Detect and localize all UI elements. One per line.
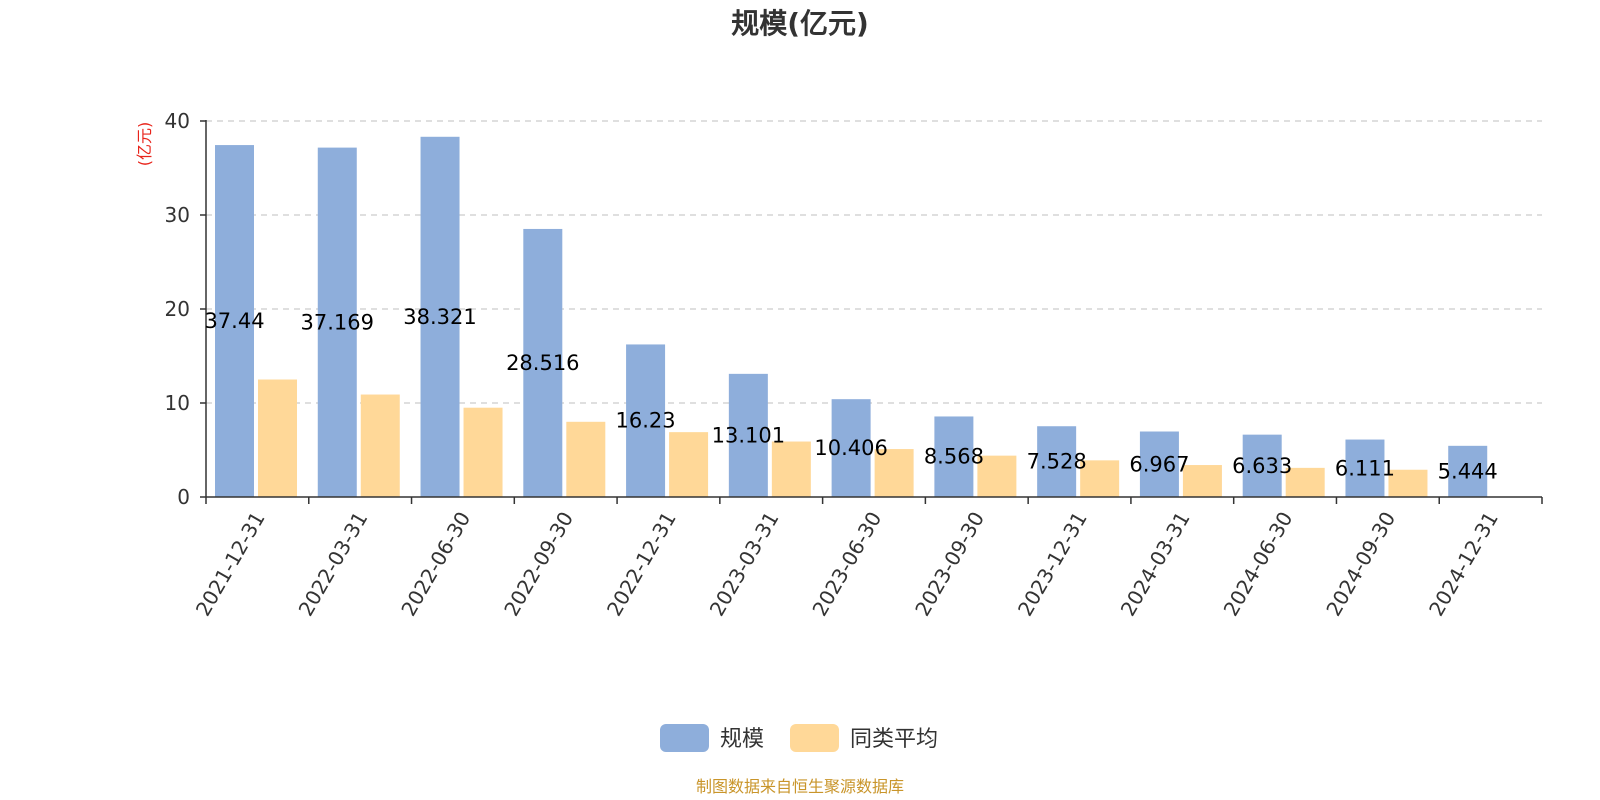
bar-peer-average [1388, 469, 1428, 497]
bar-scale [831, 399, 871, 497]
bar-peer-average [463, 407, 503, 497]
x-tick-label: 2024-03-31 [1116, 508, 1195, 621]
y-tick-label: 40 [165, 109, 190, 133]
data-label-scale: 38.321 [403, 305, 476, 329]
data-label-scale: 13.101 [712, 423, 785, 447]
bar-peer-average [360, 394, 400, 497]
bar-peer-average [1182, 465, 1222, 497]
bar-scale [523, 228, 563, 498]
data-label-scale: 16.23 [616, 409, 676, 433]
x-tick-label: 2024-06-30 [1219, 508, 1298, 621]
bar-scale [626, 344, 666, 497]
bar-scale [1242, 434, 1282, 497]
x-tick-label: 2023-03-31 [705, 508, 784, 621]
x-tick-label: 2024-12-31 [1424, 508, 1503, 621]
bar-scale [1345, 439, 1385, 497]
gridlines [206, 120, 1542, 404]
chart-title: 规模(亿元) [731, 7, 869, 40]
y-tick-label: 0 [177, 485, 190, 509]
data-label-scale: 7.528 [1027, 450, 1087, 474]
data-label-scale: 28.516 [506, 351, 579, 375]
data-labels: 37.44 37.169 38.321 28.516 16.23 13.101 10.406… [204, 305, 1497, 484]
legend: 规模 同类平均 [660, 724, 938, 752]
data-label-scale: 5.444 [1438, 459, 1498, 483]
x-tick-label: 2022-09-30 [499, 508, 578, 621]
bar-peer-average [566, 421, 606, 497]
y-axis-unit-label: (亿元) [135, 122, 154, 167]
bar-peer-average [1285, 467, 1325, 497]
x-tick-label: 2023-12-31 [1013, 508, 1092, 621]
bar-scale [420, 136, 460, 497]
y-axis: 0 10 20 30 40 [165, 109, 207, 509]
legend-swatch [660, 724, 709, 752]
y-tick-label: 20 [165, 297, 190, 321]
data-source-note: 制图数据来自恒生聚源数据库 [696, 777, 904, 796]
legend-label: 规模 [720, 727, 764, 752]
bar-scale [317, 147, 357, 498]
data-label-scale: 37.44 [204, 309, 264, 333]
x-axis: 2021-12-31 2022-03-31 2022-06-30 2022-09-30… [191, 496, 1543, 621]
bar-scale [215, 145, 254, 497]
bar-peer-average [977, 455, 1017, 497]
bar-scale [728, 373, 768, 497]
y-tick-label: 10 [165, 391, 190, 415]
y-tick-label: 30 [165, 203, 190, 227]
x-tick-label: 2023-06-30 [807, 508, 886, 621]
data-label-scale: 37.169 [301, 310, 374, 334]
bar-scale [1037, 426, 1077, 497]
bar-scale [1448, 445, 1488, 497]
bar-peer-average [669, 432, 709, 497]
x-tick-label: 2023-09-30 [910, 508, 989, 621]
data-label-scale: 6.633 [1232, 454, 1292, 478]
data-label-scale: 6.967 [1129, 452, 1189, 476]
x-tick-label: 2022-06-30 [396, 508, 475, 621]
legend-label: 同类平均 [850, 727, 938, 752]
legend-swatch [790, 724, 839, 752]
x-tick-label: 2022-03-31 [294, 508, 373, 621]
data-label-scale: 10.406 [814, 436, 887, 460]
bars [215, 136, 1488, 498]
bar-peer-average [1080, 460, 1120, 497]
bar-peer-average [771, 441, 811, 497]
bar-peer-average [874, 449, 914, 497]
bar-peer-average [258, 379, 297, 497]
bar-scale [1139, 431, 1179, 497]
data-label-scale: 8.568 [924, 445, 984, 469]
x-tick-label: 2024-09-30 [1321, 508, 1400, 621]
data-label-scale: 6.111 [1335, 456, 1395, 480]
bar-scale [934, 416, 974, 497]
x-tick-label: 2021-12-31 [191, 508, 270, 621]
x-tick-label: 2022-12-31 [602, 508, 681, 621]
